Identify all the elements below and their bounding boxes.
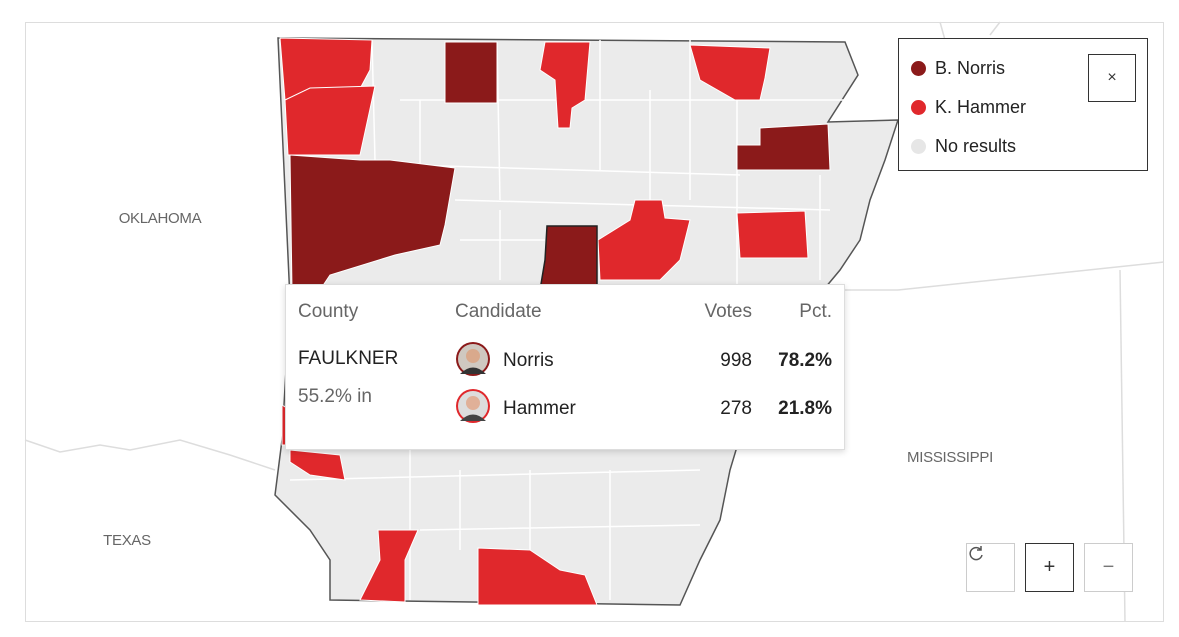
county-hammer: [539, 41, 591, 129]
border: [897, 261, 1165, 291]
avatar: [456, 389, 490, 423]
votes: 998: [720, 350, 752, 371]
county-hammer: [289, 449, 346, 481]
county-name: FAULKNER: [298, 348, 399, 369]
legend-dot: [911, 100, 926, 115]
border: [24, 439, 276, 471]
county-hammer: [736, 210, 809, 259]
header: County: [298, 301, 359, 322]
legend-label: K. Hammer: [935, 97, 1027, 117]
legend-label: No results: [935, 136, 1017, 156]
legend-dot: [911, 139, 926, 154]
county-norris: [736, 123, 831, 171]
legend: B. Norris K. Hammer No results ×: [898, 38, 1148, 171]
close-button[interactable]: ×: [1088, 54, 1136, 102]
candidate: Hammer: [503, 398, 576, 419]
state-label: OKLAHOMA: [119, 210, 202, 227]
county-line: [289, 450, 701, 600]
reset-button[interactable]: [966, 543, 1015, 592]
county-hammer: [359, 529, 419, 603]
votes: 278: [720, 398, 752, 419]
counties: [279, 37, 831, 606]
legend-dot: [911, 61, 926, 76]
border: [939, 21, 1001, 41]
county-norris: [444, 41, 498, 104]
reset-icon: [969, 546, 983, 561]
header: Candidate: [455, 301, 542, 322]
header: Pct.: [799, 301, 832, 322]
county-hammer: [597, 199, 691, 281]
header: Votes: [704, 301, 752, 322]
legend-item: No results: [911, 136, 1016, 157]
candidate: Norris: [503, 350, 554, 371]
county-hammer: [284, 85, 376, 156]
zoom-in-button[interactable]: +: [1025, 543, 1074, 592]
map-frame: [25, 22, 1164, 622]
zoom-out-button[interactable]: −: [1084, 543, 1133, 592]
avatar: [456, 342, 490, 376]
pct: 78.2%: [778, 350, 832, 371]
county-hammer: [279, 37, 373, 101]
county-hammer: [477, 547, 598, 606]
legend-label: B. Norris: [935, 58, 1006, 78]
legend-item: K. Hammer: [911, 97, 1026, 118]
tooltip: County Candidate Votes Pct. FAULKNER 55.…: [285, 284, 845, 450]
reporting: 55.2% in: [298, 386, 372, 407]
state-label: TEXAS: [103, 532, 151, 549]
county-hammer: [689, 44, 771, 101]
state-label: MISSISSIPPI: [907, 449, 993, 466]
pct: 21.8%: [778, 398, 832, 419]
legend-item: B. Norris: [911, 58, 1005, 79]
county-faulkner: [539, 225, 598, 291]
